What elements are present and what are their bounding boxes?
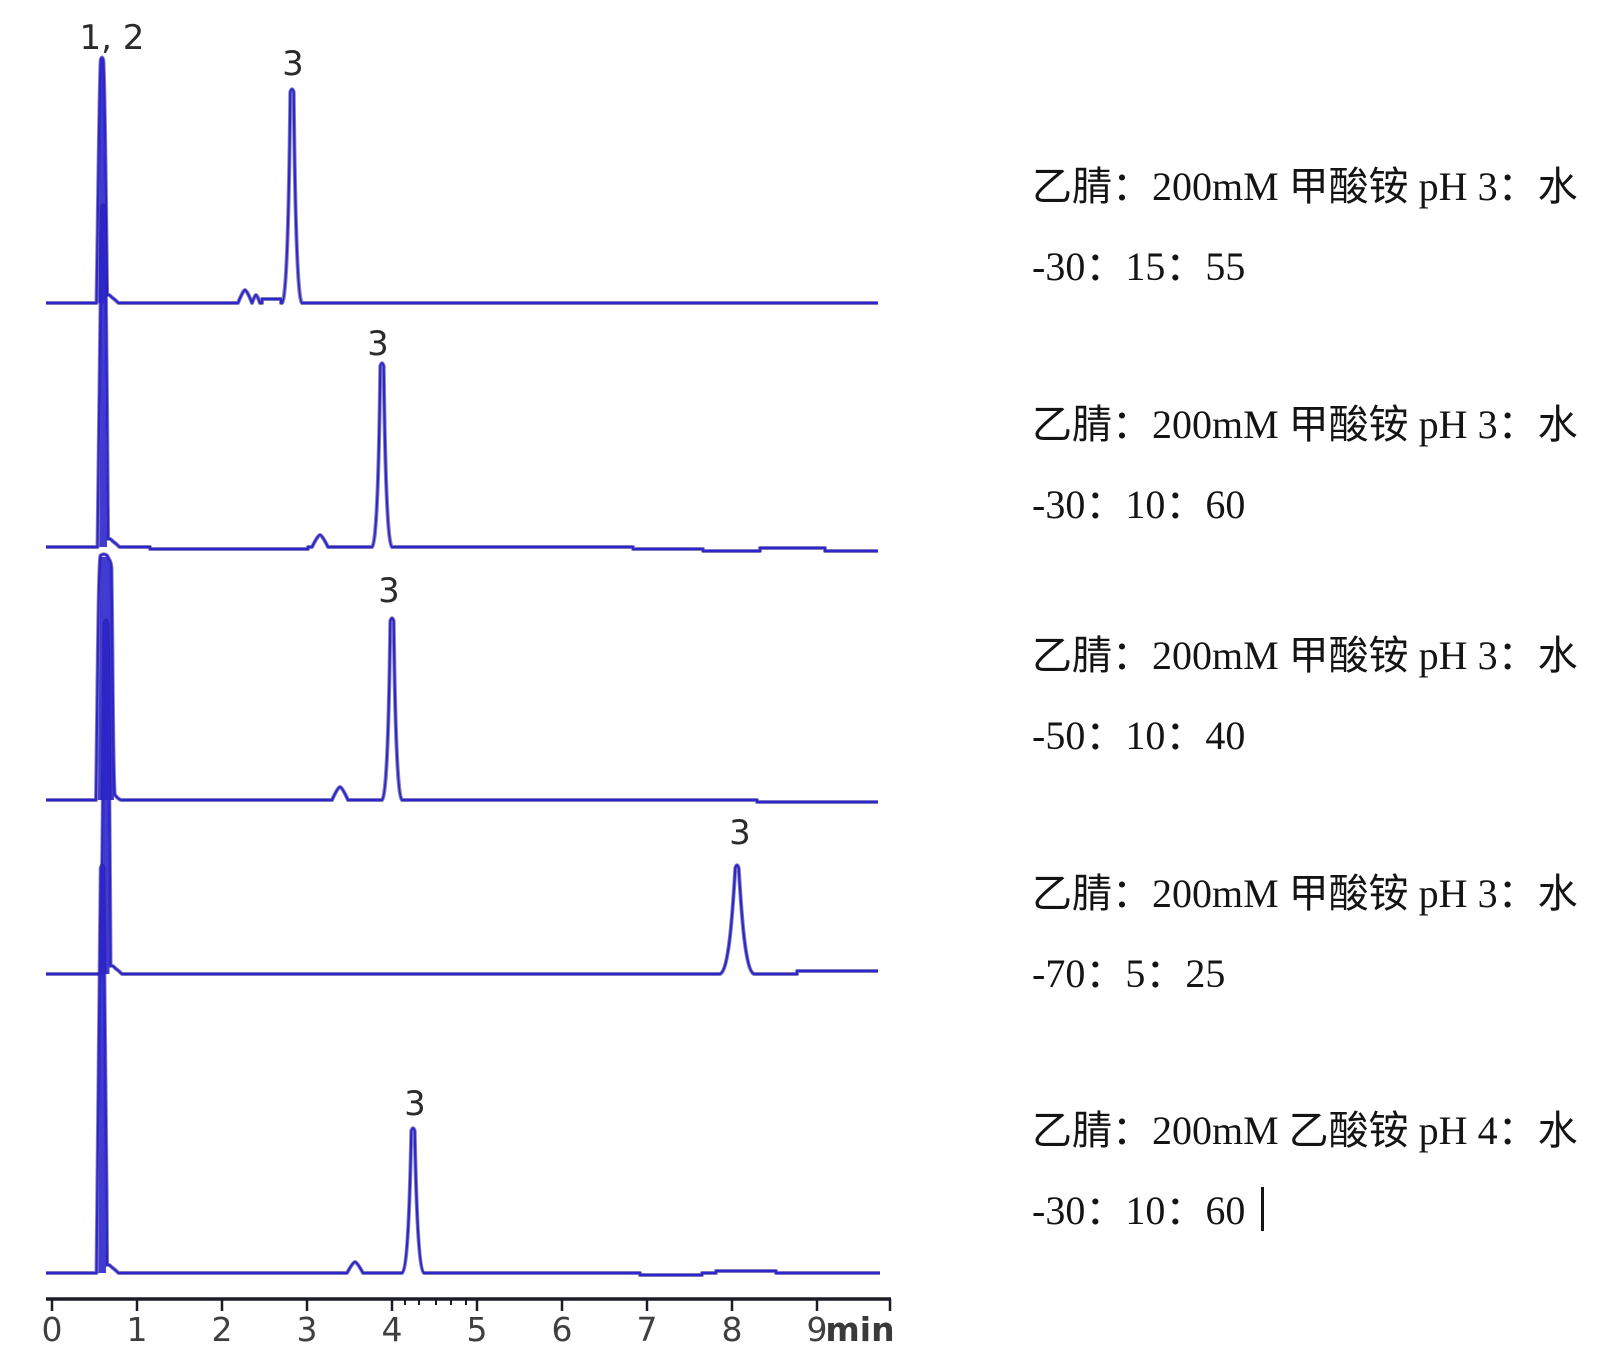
- peak-label-front-trace-1: 1, 2: [80, 18, 145, 58]
- condition-block-4: 乙腈：200mM 甲酸铵 pH 3：水 -70：5：25: [1032, 867, 1592, 1001]
- trace-2-solvent-front: [99, 206, 107, 547]
- trace-5-solvent-front: [98, 866, 106, 1273]
- trace-1-underlay: [46, 55, 878, 305]
- condition-block-3: 乙腈：200mM 甲酸铵 pH 3：水 -50：10：40: [1032, 629, 1592, 763]
- condition-line1: 乙腈：200mM 甲酸铵 pH 3：水: [1032, 164, 1578, 209]
- x-axis-tick-label-4: 4: [382, 1310, 403, 1349]
- x-axis-tick-label-8: 8: [722, 1310, 743, 1349]
- condition-line2: -70：5：25: [1032, 951, 1226, 996]
- condition-line2: -30：10：60: [1032, 1184, 1592, 1238]
- peak-label-3-trace-3: 3: [378, 571, 400, 611]
- x-axis-tick-label-3: 3: [297, 1310, 318, 1349]
- condition-line1: 乙腈：200mM 乙酸铵 pH 4：水: [1032, 1108, 1578, 1153]
- condition-line1: 乙腈：200mM 甲酸铵 pH 3：水: [1032, 402, 1578, 447]
- x-axis-tick-label-1: 1: [127, 1310, 148, 1349]
- x-axis-unit-label: min: [825, 1310, 894, 1349]
- x-axis-tick-label-9: 9: [807, 1310, 828, 1349]
- trace-5-line: [46, 864, 880, 1277]
- x-axis-tick-label-0: 0: [42, 1310, 63, 1349]
- condition-line1: 乙腈：200mM 甲酸铵 pH 3：水: [1032, 633, 1578, 678]
- x-axis-tick-label-6: 6: [552, 1310, 573, 1349]
- trace-3-line: [46, 553, 878, 804]
- condition-line2: -30：15：55: [1032, 244, 1246, 289]
- trace-2-underlay: [46, 203, 878, 553]
- condition-line2: -50：10：40: [1032, 713, 1246, 758]
- text-cursor: [1261, 1187, 1265, 1231]
- condition-block-5: 乙腈：200mM 乙酸铵 pH 4：水 -30：10：60: [1032, 1104, 1592, 1238]
- peak-label-3-trace-4: 3: [729, 813, 751, 853]
- trace-5-underlay: [46, 863, 880, 1277]
- trace-4-line: [46, 619, 878, 976]
- peak-label-3-trace-1: 3: [282, 44, 304, 84]
- condition-block-1: 乙腈：200mM 甲酸铵 pH 3：水 -30：15：55: [1032, 160, 1592, 294]
- trace-2-line: [46, 204, 878, 553]
- x-axis-tick-label-2: 2: [212, 1310, 233, 1349]
- condition-block-2: 乙腈：200mM 甲酸铵 pH 3：水 -30：10：60: [1032, 398, 1592, 532]
- peak-label-3-trace-5: 3: [404, 1084, 426, 1124]
- trace-3-underlay: [46, 552, 878, 804]
- condition-ratio-text: -30：10：60: [1032, 1188, 1246, 1233]
- peak-label-3-trace-2: 3: [367, 324, 389, 364]
- trace-1-line: [46, 56, 878, 305]
- condition-line2: -30：10：60: [1032, 482, 1246, 527]
- conditions-column: 乙腈：200mM 甲酸铵 pH 3：水 -30：15：55 乙腈：200mM 甲…: [1032, 0, 1592, 1370]
- x-axis-tick-label-5: 5: [467, 1310, 488, 1349]
- x-axis-tick-label-7: 7: [637, 1310, 658, 1349]
- condition-line1: 乙腈：200mM 甲酸铵 pH 3：水: [1032, 871, 1578, 916]
- trace-4-underlay: [46, 618, 878, 976]
